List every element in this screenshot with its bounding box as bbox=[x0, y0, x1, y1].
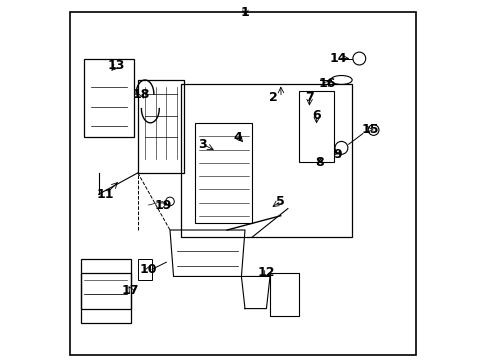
Text: 6: 6 bbox=[312, 109, 321, 122]
Text: 10: 10 bbox=[140, 263, 157, 276]
Bar bbox=[81, 273, 131, 323]
Text: 13: 13 bbox=[108, 59, 125, 72]
Text: 4: 4 bbox=[233, 131, 242, 144]
Text: 17: 17 bbox=[122, 284, 140, 297]
Text: 1: 1 bbox=[241, 6, 249, 19]
Text: 5: 5 bbox=[276, 195, 285, 208]
Text: 8: 8 bbox=[316, 156, 324, 168]
Text: 7: 7 bbox=[305, 91, 314, 104]
Text: 3: 3 bbox=[198, 138, 206, 151]
Text: 14: 14 bbox=[329, 52, 346, 65]
Text: 18: 18 bbox=[133, 88, 150, 101]
Text: 11: 11 bbox=[97, 188, 115, 201]
Bar bbox=[298, 91, 334, 162]
Bar bbox=[181, 84, 352, 237]
Bar bbox=[81, 258, 131, 309]
Text: 12: 12 bbox=[258, 266, 275, 279]
Text: 19: 19 bbox=[154, 198, 171, 212]
Bar bbox=[138, 258, 152, 280]
Bar bbox=[270, 273, 298, 316]
Bar bbox=[84, 59, 134, 137]
Text: 16: 16 bbox=[318, 77, 336, 90]
Text: 2: 2 bbox=[269, 91, 278, 104]
Text: 15: 15 bbox=[361, 123, 379, 136]
Text: 9: 9 bbox=[334, 148, 342, 162]
Bar bbox=[195, 123, 252, 223]
